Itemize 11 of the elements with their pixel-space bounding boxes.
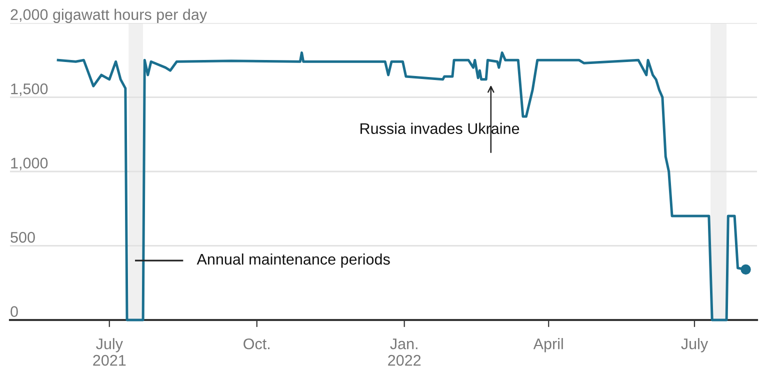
y-tick-label: 0 [10, 306, 18, 317]
y-tick-label: 1,000 [11, 158, 48, 170]
y-tick-label: 500 [10, 232, 35, 243]
annotation: Annual maintenance periods [196, 253, 390, 268]
x-tick-label: July 2021 [93, 338, 126, 366]
x-tick-label: April [533, 338, 563, 352]
x-tick-label: Oct. [244, 338, 270, 350]
y-tick-label: 1,500 [11, 83, 48, 96]
x-tick-label: July [681, 338, 708, 352]
y-tick-label: 2,000 gigawatt hours per day [10, 8, 208, 23]
x-tick-label: Jan. 2022 [388, 338, 421, 366]
